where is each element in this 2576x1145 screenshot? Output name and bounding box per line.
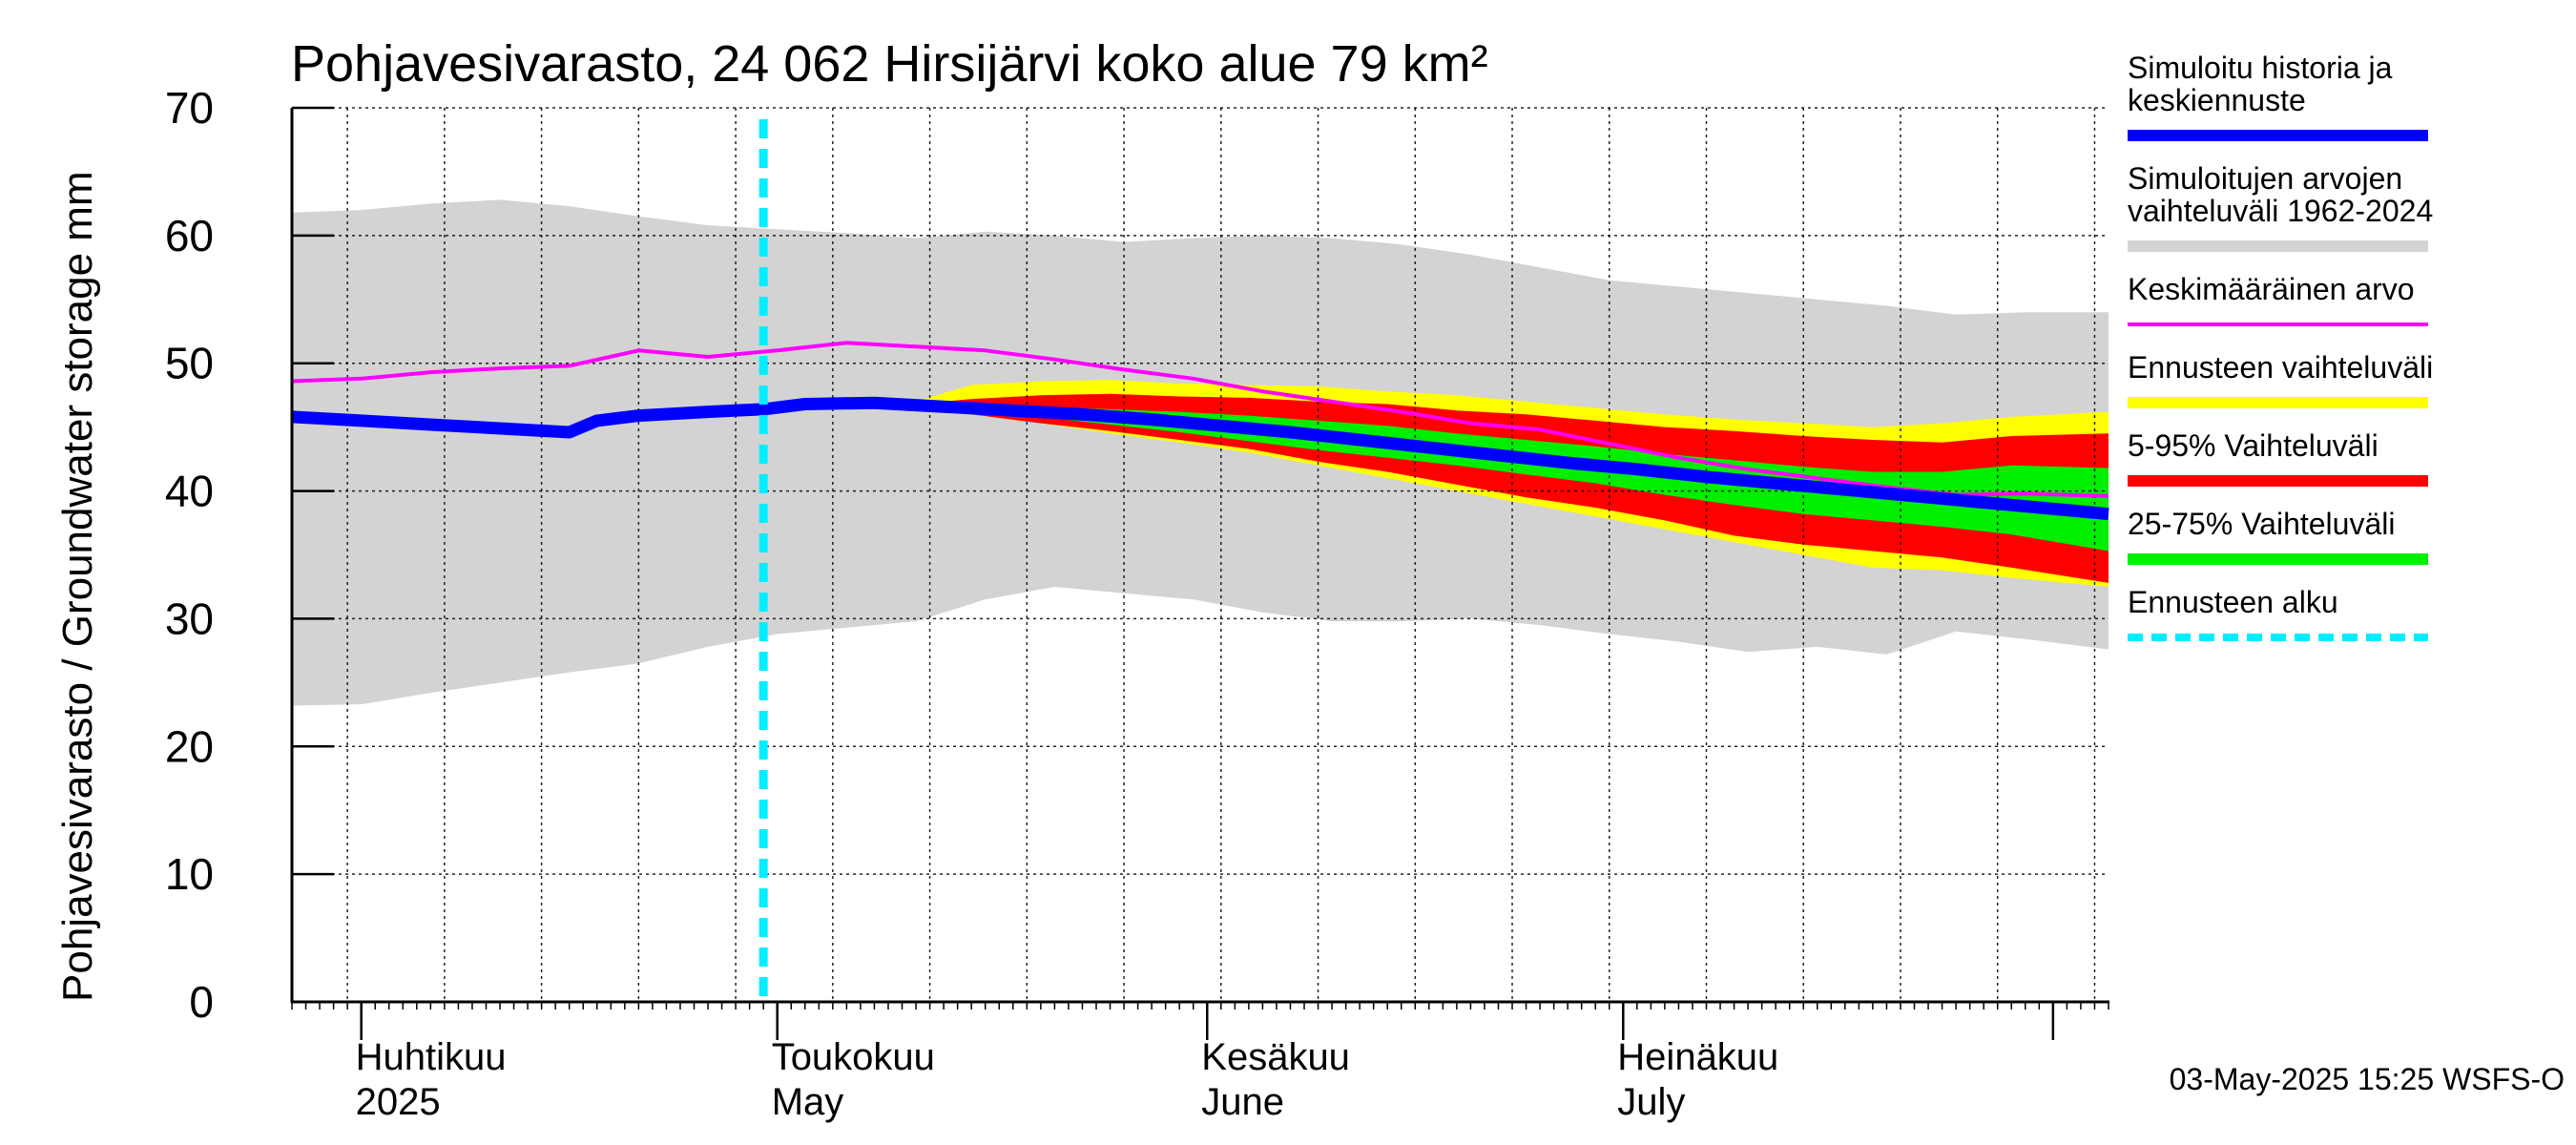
legend-label: Ennusteen vaihteluväli [2128, 350, 2433, 385]
legend-label-line: 5-95% Vaihteluväli [2128, 428, 2379, 463]
y-tick-label: 40 [165, 467, 214, 516]
legend-label-line: Simuloitujen arvojen [2128, 161, 2402, 196]
x-month-label-en: May [772, 1081, 844, 1123]
legend-label: Simuloitu historia ja keskiennuste [2128, 51, 2393, 117]
legend-item-1: Simuloitujen arvojen vaihteluväli 1962-20… [2128, 161, 2433, 252]
y-tick-label: 20 [165, 721, 214, 771]
x-month-label-fi: Huhtikuu [356, 1036, 507, 1078]
y-tick-label: 10 [165, 849, 214, 899]
legend-label-line: 25-75% Vaihteluväli [2128, 507, 2395, 541]
series-line-0 [291, 341, 2109, 498]
y-tick-label: 70 [165, 83, 214, 133]
timestamp-footer: 03-May-2025 15:25 WSFS-O [2170, 1062, 2565, 1096]
y-axis-label: Pohjavesivarasto / Groundwater storage m… [54, 171, 101, 1002]
series-line-1 [291, 396, 2109, 521]
x-month-label-fi: Toukokuu [772, 1036, 935, 1078]
legend-label-line: Ennusteen alku [2128, 585, 2338, 619]
band-0 [292, 199, 2109, 706]
x-month-label-en: July [1617, 1081, 1685, 1123]
legend-label-line: keskiennuste [2128, 83, 2306, 117]
band-3 [902, 405, 2109, 552]
legend-label-line: vaihteluväli 1962-2024 [2128, 194, 2433, 228]
legend-label: 5-95% Vaihteluväli [2128, 428, 2379, 463]
y-tick-label: 0 [189, 977, 214, 1027]
x-month-label-en: June [1201, 1081, 1284, 1123]
y-tick-label: 30 [165, 593, 214, 643]
legend-item-6: Ennusteen alku [2128, 585, 2428, 641]
legend-item-4: 5-95% Vaihteluväli [2128, 428, 2428, 487]
legend-label: 25-75% Vaihteluväli [2128, 507, 2395, 541]
band-2 [902, 393, 2109, 583]
legend-label-line: Keskimääräinen arvo [2128, 272, 2415, 306]
y-tick-label: 50 [165, 339, 214, 388]
legend-label: Simuloitujen arvojen vaihteluväli 1962-20… [2128, 161, 2433, 228]
legend-item-5: 25-75% Vaihteluväli [2128, 507, 2428, 565]
legend-label: Ennusteen alku [2128, 585, 2338, 619]
legend: Simuloitu historia ja keskiennusteSimuloi… [2128, 51, 2433, 641]
legend-item-2: Keskimääräinen arvo [2128, 272, 2428, 326]
legend-item-3: Ennusteen vaihteluväli [2128, 350, 2433, 408]
x-month-label-fi: Kesäkuu [1201, 1036, 1350, 1078]
legend-item-0: Simuloitu historia ja keskiennuste [2128, 51, 2428, 141]
x-month-label-fi: Heinäkuu [1617, 1036, 1778, 1078]
legend-label-line: Ennusteen vaihteluväli [2128, 350, 2433, 385]
y-tick-label: 60 [165, 211, 214, 260]
legend-label: Keskimääräinen arvo [2128, 272, 2415, 306]
chart-title: Pohjavesivarasto, 24 062 Hirsijärvi koko… [291, 35, 1488, 93]
legend-label-line: Simuloitu historia ja [2128, 51, 2393, 85]
x-month-label-en: 2025 [356, 1081, 441, 1123]
